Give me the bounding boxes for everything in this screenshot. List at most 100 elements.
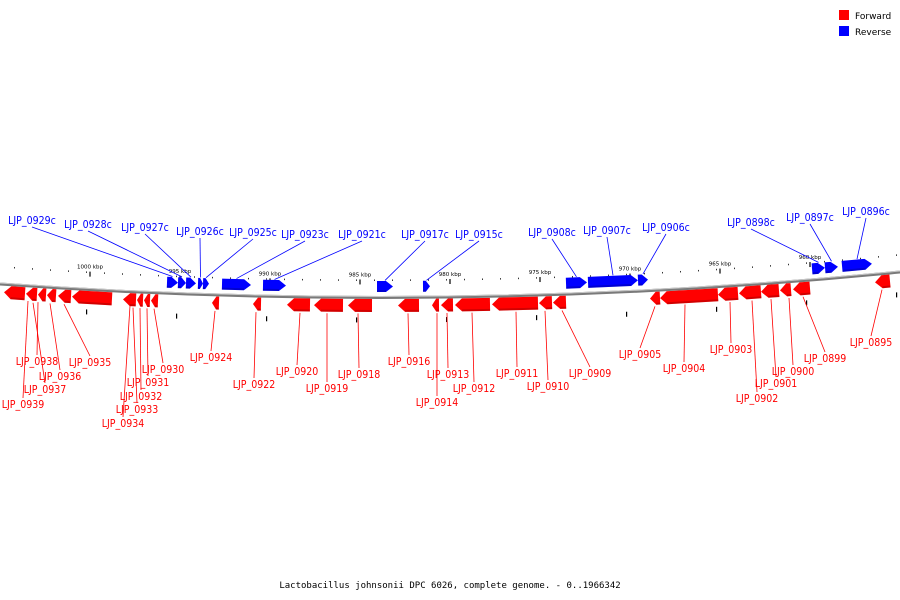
forward-gene-leader [407,313,410,356]
gene-arrow-body [841,258,872,272]
forward-gene-label[interactable]: LJP_0932 [120,391,163,403]
reverse-gene-label[interactable]: LJP_0915c [455,229,503,241]
forward-gene-leader [471,312,475,383]
forward-gene-arrow[interactable] [72,290,113,306]
reverse-gene-arrow[interactable] [166,276,178,288]
reverse-gene-arrow[interactable] [422,280,430,292]
forward-gene-arrow[interactable] [348,298,373,312]
forward-gene-label[interactable]: LJP_0922 [233,379,276,391]
forward-gene-arrow[interactable] [539,296,553,310]
reverse-gene-label[interactable]: LJP_0898c [727,217,775,229]
forward-gene-arrow[interactable] [660,288,719,305]
reverse-gene-arrow[interactable] [376,280,393,292]
reverse-gene-arrow[interactable] [637,274,649,286]
reverse-gene-arrow[interactable] [811,262,826,275]
reverse-gene-label[interactable]: LJP_0906c [642,222,690,234]
forward-gene-arrow[interactable] [137,293,144,307]
reverse-gene-leader [426,240,480,281]
forward-gene-label[interactable]: LJP_0902 [736,393,779,405]
forward-gene-label[interactable]: LJP_0905 [619,349,662,361]
forward-gene-label[interactable]: LJP_0895 [850,337,893,349]
forward-gene-label[interactable]: LJP_0937 [24,384,67,396]
reverse-gene-label[interactable]: LJP_0929c [8,215,56,227]
reverse-gene-label[interactable]: LJP_0923c [281,229,329,241]
forward-gene-arrow[interactable] [441,298,454,312]
forward-gene-arrow[interactable] [151,294,159,308]
forward-gene-arrow[interactable] [432,298,440,312]
forward-gene-label[interactable]: LJP_0931 [127,377,170,389]
reverse-gene-label[interactable]: LJP_0928c [64,219,112,231]
reverse-gene-label[interactable]: LJP_0896c [842,206,890,218]
forward-gene-label[interactable]: LJP_0913 [427,369,470,381]
forward-gene-arrow[interactable] [38,288,47,302]
forward-gene-arrow[interactable] [287,298,311,312]
reverse-gene-label[interactable]: LJP_0921c [338,229,386,241]
reverse-gene-label[interactable]: LJP_0897c [786,212,834,224]
forward-gene-label[interactable]: LJP_0903 [710,344,753,356]
forward-gene-arrow[interactable] [874,274,891,289]
gene-arrow-body [185,277,196,289]
reverse-gene-arrow[interactable] [177,277,186,289]
forward-gene-label[interactable]: LJP_0933 [116,404,159,416]
forward-gene-arrow[interactable] [398,298,420,312]
forward-gene-arrow[interactable] [455,297,491,312]
reverse-gene-arrow[interactable] [221,278,251,291]
forward-gene-label[interactable]: LJP_0914 [416,397,459,409]
reverse-gene-arrow[interactable] [185,277,196,289]
reverse-gene-arrow[interactable] [841,258,873,272]
forward-gene-arrow[interactable] [58,289,72,304]
forward-gene-label[interactable]: LJP_0924 [190,352,233,364]
forward-gene-arrow[interactable] [650,291,661,306]
forward-gene-label[interactable]: LJP_0910 [527,381,570,393]
reverse-gene-arrow[interactable] [824,261,839,274]
forward-gene-arrow[interactable] [47,288,57,303]
forward-gene-arrow[interactable] [761,283,780,298]
forward-gene-label[interactable]: LJP_0934 [102,418,145,430]
reverse-gene-label[interactable]: LJP_0926c [176,226,224,238]
gene-arrow-body [144,293,151,308]
forward-gene-arrow[interactable] [26,287,38,301]
reverse-gene-label[interactable]: LJP_0917c [401,229,449,241]
forward-gene-label[interactable]: LJP_0930 [142,364,185,376]
reverse-gene-label[interactable]: LJP_0927c [121,222,169,234]
forward-gene-label[interactable]: LJP_0904 [663,363,706,375]
reverse-gene-arrow[interactable] [262,279,286,292]
forward-gene-leader [210,310,216,352]
forward-gene-arrow[interactable] [4,286,26,301]
reverse-gene-arrow[interactable] [587,275,638,288]
gene-arrow-shade [216,307,219,310]
gene-arrow-shade [800,292,811,296]
forward-gene-arrow[interactable] [314,298,344,312]
forward-gene-arrow[interactable] [144,293,151,308]
forward-gene-label[interactable]: LJP_0935 [69,357,112,369]
forward-gene-arrow[interactable] [718,286,739,301]
reverse-gene-label[interactable]: LJP_0908c [528,227,576,239]
forward-gene-arrow[interactable] [553,295,567,309]
reverse-gene-label[interactable]: LJP_0907c [583,225,631,237]
forward-gene-arrow[interactable] [253,297,262,311]
forward-gene-arrow[interactable] [123,293,137,307]
forward-gene-label[interactable]: LJP_0916 [388,356,431,368]
reverse-gene-arrow[interactable] [197,277,203,289]
forward-gene-label[interactable]: LJP_0900 [772,366,815,378]
forward-gene-label[interactable]: LJP_0899 [804,353,847,365]
reverse-gene-arrow[interactable] [202,278,209,290]
reverse-gene-arrow[interactable] [565,277,587,289]
forward-gene-arrow[interactable] [212,296,220,310]
forward-gene-label[interactable]: LJP_0912 [453,383,496,395]
forward-gene-arrow[interactable] [793,281,811,296]
forward-gene-label[interactable]: LJP_0919 [306,383,349,395]
forward-gene-label[interactable]: LJP_0909 [569,368,612,380]
forward-gene-label[interactable]: LJP_0918 [338,369,381,381]
forward-gene-label[interactable]: LJP_0938 [16,356,59,368]
reverse-gene-label[interactable]: LJP_0925c [229,227,277,239]
forward-gene-label[interactable]: LJP_0936 [39,371,82,383]
forward-gene-label[interactable]: LJP_0920 [276,366,319,378]
forward-gene-label[interactable]: LJP_0911 [496,368,539,380]
reverse-gene-leader [31,226,173,277]
forward-gene-arrow[interactable] [492,296,539,311]
forward-gene-label[interactable]: LJP_0901 [755,378,798,390]
forward-gene-arrow[interactable] [780,283,792,297]
forward-gene-arrow[interactable] [739,285,762,300]
forward-gene-label[interactable]: LJP_0939 [2,399,45,411]
